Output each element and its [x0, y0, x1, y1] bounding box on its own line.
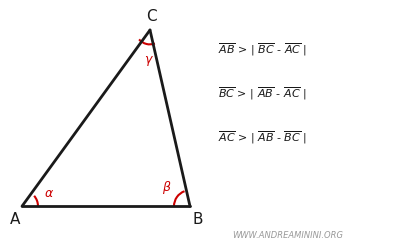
Text: A: A — [10, 212, 20, 228]
Text: $\overline{BC}$ > | $\overline{AB}$ - $\overline{AC}$ |: $\overline{BC}$ > | $\overline{AB}$ - $\… — [218, 86, 306, 102]
Text: $\overline{AB}$ > | $\overline{BC}$ - $\overline{AC}$ |: $\overline{AB}$ > | $\overline{BC}$ - $\… — [218, 42, 307, 58]
Text: γ: γ — [144, 53, 152, 66]
Text: β: β — [162, 181, 170, 194]
Text: C: C — [146, 9, 156, 24]
Text: α: α — [45, 187, 53, 200]
Text: B: B — [193, 212, 203, 228]
Text: WWW.ANDREAMININI.ORG: WWW.ANDREAMININI.ORG — [232, 231, 344, 240]
Text: $\overline{AC}$ > | $\overline{AB}$ - $\overline{BC}$ |: $\overline{AC}$ > | $\overline{AB}$ - $\… — [218, 129, 307, 146]
